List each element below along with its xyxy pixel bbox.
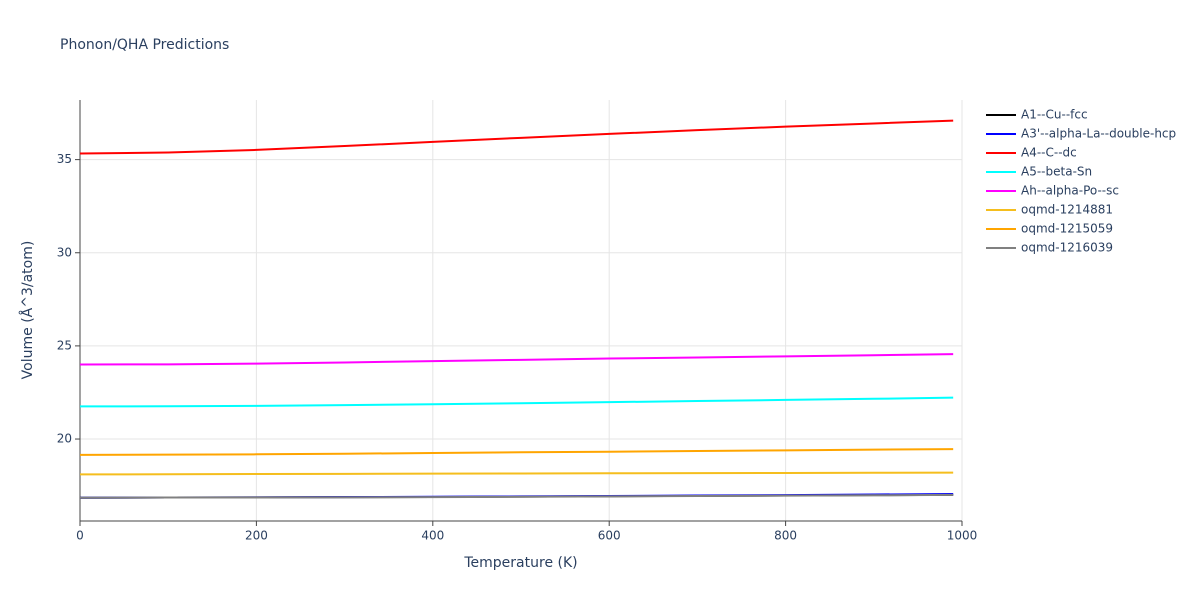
x-tick-label: 600 — [598, 529, 621, 543]
line — [79, 493, 954, 499]
legend-label: A3'--alpha-La--double-hcp — [1021, 127, 1176, 141]
legend-label: oqmd-1215059 — [1021, 222, 1113, 236]
legend-label: oqmd-1214881 — [1021, 203, 1113, 217]
x-tick-label: 200 — [245, 529, 268, 543]
y-axis-label: Volume (Å^3/atom) — [19, 241, 36, 380]
legend-label: A1--Cu--fcc — [1021, 108, 1088, 122]
line — [79, 353, 954, 366]
legend-label: oqmd-1216039 — [1021, 241, 1113, 255]
chart-title: Phonon/QHA Predictions — [60, 37, 229, 53]
line — [79, 448, 954, 456]
legend-label: Ah--alpha-Po--sc — [1021, 184, 1119, 198]
line — [79, 119, 954, 155]
x-tick-label: 1000 — [947, 529, 978, 543]
legend-label: A5--beta-Sn — [1021, 165, 1092, 179]
x-tick-label: 0 — [76, 529, 84, 543]
x-tick-label: 800 — [774, 529, 797, 543]
x-tick-label: 400 — [421, 529, 444, 543]
y-tick-label: 20 — [57, 432, 72, 446]
y-tick-label: 30 — [57, 245, 72, 259]
line — [79, 471, 954, 476]
line — [79, 396, 954, 408]
y-tick-label: 25 — [57, 338, 72, 352]
y-tick-label: 35 — [57, 152, 72, 166]
legend-label: A4--C--dc — [1021, 146, 1077, 160]
x-axis-label: Temperature (K) — [463, 555, 577, 571]
